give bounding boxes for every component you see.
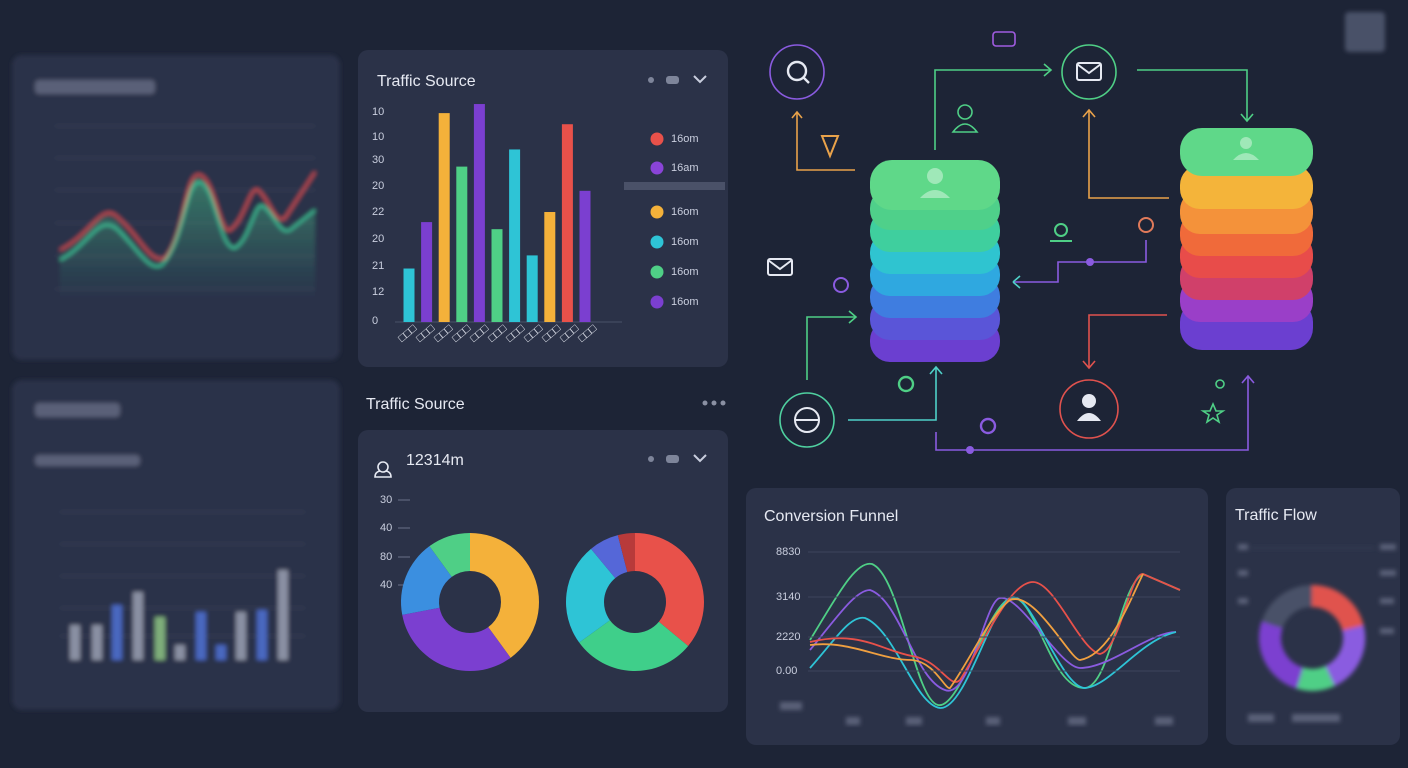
bar — [438, 113, 450, 322]
legend-label: 16om — [671, 206, 699, 218]
y-tick-label: 10 — [372, 106, 384, 118]
flow-diagram — [767, 31, 1255, 454]
panel-title: Conversion Funnel — [764, 508, 898, 525]
legend-swatch — [650, 235, 664, 249]
bar — [561, 124, 573, 322]
legend-swatch — [650, 265, 664, 279]
donut-slice — [579, 620, 689, 671]
bar — [456, 166, 468, 322]
y-tick-label: 20 — [372, 180, 384, 192]
donut-slice — [635, 533, 704, 646]
y-tick-label: 3140 — [776, 591, 800, 603]
y-tick-label: 22 — [372, 206, 384, 218]
bar — [544, 212, 556, 322]
donut-slice — [470, 533, 539, 658]
blurred-panel — [12, 55, 340, 710]
bar-panel — [358, 50, 728, 367]
y-tick-label: 8830 — [776, 546, 800, 558]
donut-slice — [402, 607, 511, 671]
donut-slice — [566, 548, 616, 643]
more-menu[interactable] — [702, 400, 726, 406]
bar — [421, 222, 433, 322]
icon[interactable] — [666, 455, 679, 463]
legend-label: 16om — [671, 133, 699, 145]
bar — [526, 255, 538, 322]
section-heading: Traffic Source — [366, 396, 465, 413]
y-tick-label: 30 — [380, 494, 392, 506]
bar — [579, 190, 591, 322]
bar — [403, 268, 415, 322]
legend-swatch — [650, 295, 664, 309]
dropdown[interactable] — [693, 75, 707, 84]
panel-title: Traffic Source — [377, 73, 476, 90]
y-tick-label: 30 — [372, 154, 384, 166]
blurred-donut — [1238, 544, 1396, 722]
funnel-lines — [809, 563, 1181, 709]
donut-slice — [591, 535, 628, 579]
blurred-icon — [1345, 12, 1385, 52]
bar — [473, 104, 485, 322]
legend-label: 16om — [671, 266, 699, 278]
legend-label: 16om — [671, 296, 699, 308]
y-tick-label: 10 — [372, 131, 384, 143]
icon[interactable] — [648, 77, 654, 83]
y-tick-label: 40 — [380, 579, 392, 591]
y-tick-label: 0.00 — [776, 665, 797, 677]
legend-swatch — [650, 161, 664, 175]
bar — [509, 149, 521, 322]
dropdown[interactable] — [693, 454, 707, 463]
funnel-panel — [746, 488, 1208, 745]
legend-swatch — [650, 132, 664, 146]
data-stack — [870, 128, 1313, 362]
y-tick-label: 21 — [372, 260, 384, 272]
stat: 12314m — [406, 452, 464, 469]
y-tick-label: 2220 — [776, 631, 800, 643]
legend-label: 16om — [671, 236, 699, 248]
icon[interactable] — [648, 456, 654, 462]
legend-swatch — [650, 205, 664, 219]
donut-slice — [617, 533, 635, 572]
legend-label: 16am — [671, 162, 699, 174]
panel-title: Traffic Flow — [1235, 507, 1317, 524]
y-tick-label: 12 — [372, 286, 384, 298]
y-tick-label: 0 — [372, 315, 378, 327]
icon[interactable] — [666, 76, 679, 84]
donut-slice — [401, 546, 452, 615]
y-tick-label: 20 — [372, 233, 384, 245]
y-tick-label: 40 — [380, 522, 392, 534]
flow-panel — [1226, 488, 1400, 745]
bar — [491, 229, 503, 322]
donut-slice — [429, 533, 470, 577]
blurred-labels — [780, 702, 1173, 725]
y-tick-label: 80 — [380, 551, 392, 563]
